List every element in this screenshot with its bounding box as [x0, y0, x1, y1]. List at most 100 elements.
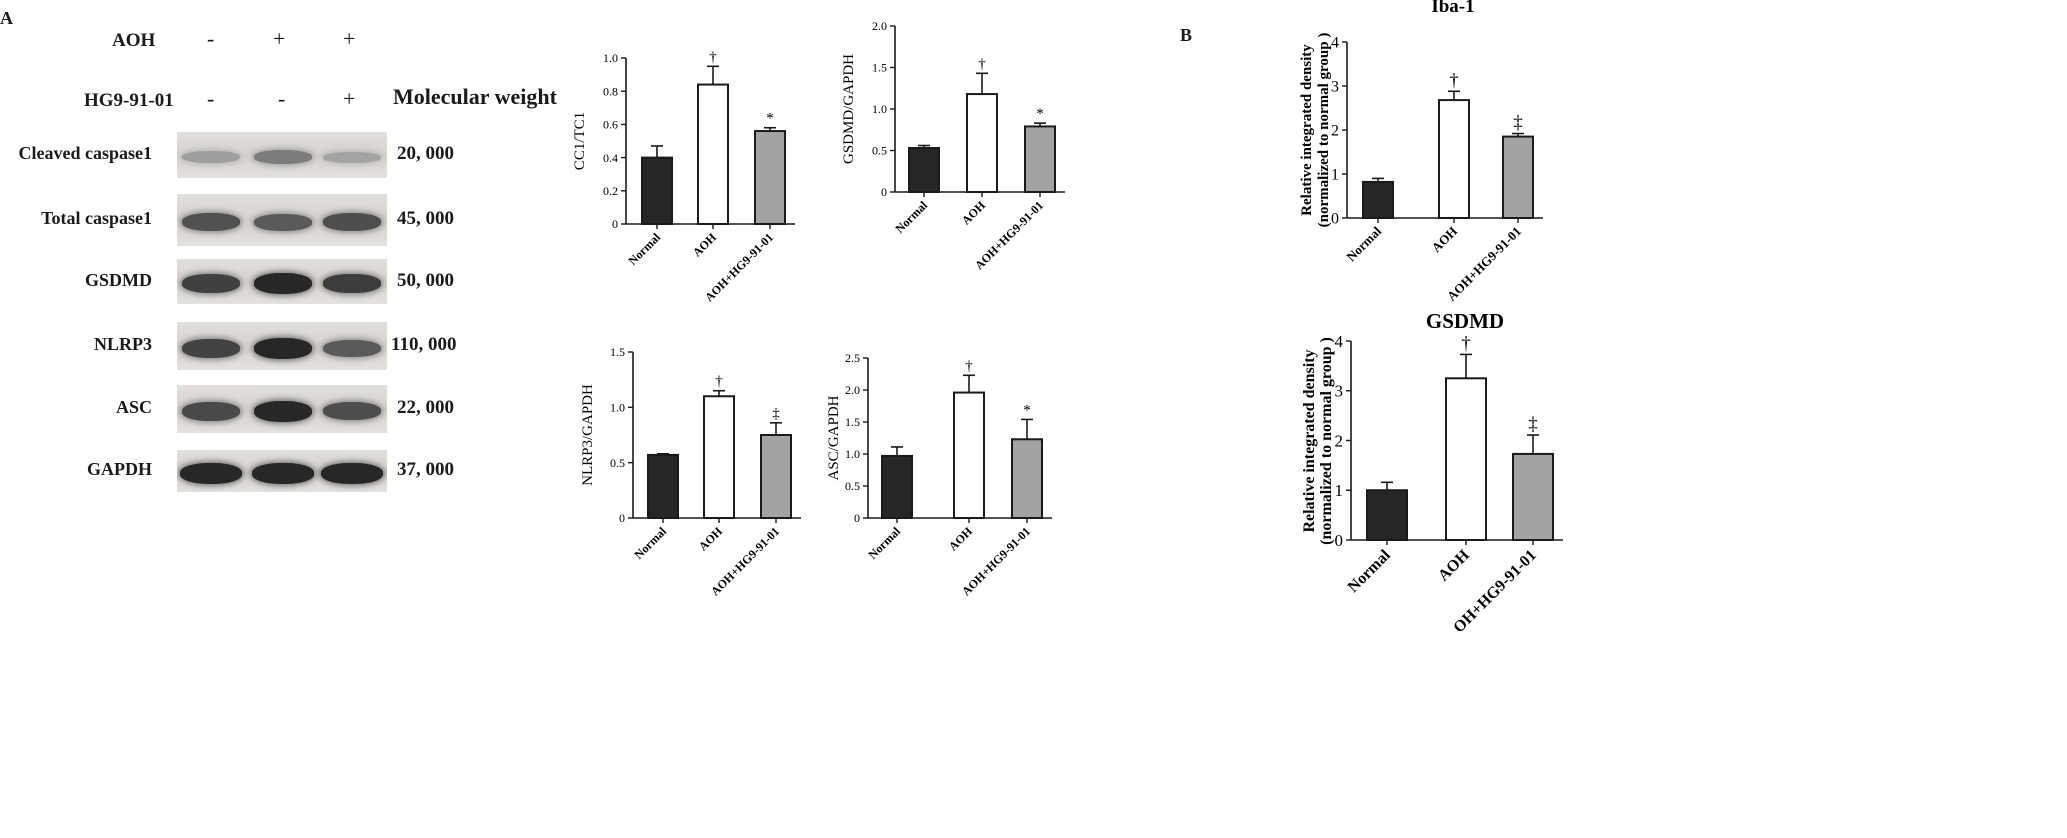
molecular-weight-value: 37, 000	[397, 459, 454, 480]
bar	[641, 156, 673, 226]
blot-label: GAPDH	[87, 459, 152, 479]
panel-label-a: A	[0, 8, 13, 28]
y-axis-label: CC1/TC1	[572, 112, 588, 170]
blot-band	[182, 274, 240, 293]
blot-band	[323, 274, 381, 293]
bar	[966, 93, 998, 193]
blot-band	[254, 150, 312, 164]
x-category-label: Normal	[1345, 546, 1394, 595]
significance-mark: *	[766, 111, 774, 127]
blot-band	[323, 340, 381, 357]
molecular-weight-value: 22, 000	[397, 397, 454, 418]
y-tick-label: 1.0	[603, 51, 618, 65]
y-tick-label: 0	[881, 185, 887, 199]
y-tick-label: 0.8	[603, 84, 618, 98]
x-category-label: Normal	[631, 524, 669, 562]
blot-band	[182, 339, 240, 358]
y-axis-label: Relative integrated density	[1299, 44, 1315, 216]
molecular-weight-value: 110, 000	[391, 334, 457, 355]
x-category-label: AOH	[946, 524, 976, 554]
blot-band	[254, 401, 312, 422]
condition-sign: +	[343, 86, 356, 111]
bar	[1011, 438, 1043, 519]
significance-mark: †	[978, 56, 986, 72]
condition-label-hg: HG9-91-01	[84, 90, 174, 111]
chart-title: GSDMD	[1426, 309, 1504, 333]
y-tick-label: 0.2	[603, 184, 618, 198]
molecular-weight-header: Molecular weight	[393, 84, 557, 109]
condition-sign: -	[278, 86, 286, 111]
y-tick-label: 0.5	[845, 479, 860, 493]
condition-sign: +	[273, 26, 286, 51]
bar	[1445, 377, 1487, 541]
molecular-weight-value: 50, 000	[397, 269, 454, 291]
molecular-weight-value: 45, 000	[397, 208, 454, 229]
significance-mark: †	[1449, 70, 1459, 91]
x-category-label: AOH	[696, 524, 726, 554]
y-tick-label: 3	[1331, 79, 1339, 96]
blot-label: Cleaved caspase1	[18, 143, 153, 163]
blot-label: ASC	[115, 397, 152, 417]
y-axis-label: Relative integrated density	[1301, 349, 1318, 532]
y-tick-label: 2.0	[872, 19, 887, 33]
x-category-label: AOH	[690, 230, 720, 260]
blot-band	[182, 402, 240, 421]
bar	[647, 453, 679, 520]
y-tick-label: 4	[1335, 332, 1344, 351]
y-axis-label: (normalized to normal group )	[1316, 33, 1332, 228]
blot-band	[254, 273, 312, 294]
y-tick-label: 0.6	[603, 118, 618, 132]
x-category-label: Normal	[865, 524, 903, 562]
significance-mark: †	[709, 49, 717, 65]
significance-mark: *	[1036, 106, 1044, 122]
y-tick-label: 0	[1335, 531, 1344, 550]
y-tick-label: 2.5	[845, 351, 860, 365]
bar	[1502, 135, 1534, 220]
blot-band	[323, 213, 381, 231]
y-tick-label: 4	[1331, 35, 1339, 52]
x-category-label: Normal	[892, 198, 930, 236]
y-tick-label: 0.5	[610, 456, 625, 470]
bar	[953, 391, 985, 519]
y-tick-label: 1.5	[845, 415, 860, 429]
blot-band	[180, 463, 242, 484]
blot-band	[254, 214, 312, 231]
y-tick-label: 1.5	[610, 345, 625, 359]
y-tick-label: 0	[1331, 211, 1339, 228]
y-axis-label: (normalized to normal group )	[1318, 337, 1335, 545]
significance-mark: †	[1461, 333, 1471, 354]
condition-label-aoh: AOH	[112, 30, 156, 51]
y-tick-label: 0	[619, 511, 625, 525]
y-tick-label: 0.4	[603, 151, 618, 165]
y-tick-label: 1.0	[845, 447, 860, 461]
blot-strip	[177, 450, 387, 492]
significance-mark: ‡	[772, 406, 780, 422]
y-tick-label: 1.5	[872, 61, 887, 75]
blot-band	[321, 463, 383, 484]
blot-label: GSDMD	[85, 269, 152, 290]
bar	[697, 83, 729, 225]
significance-mark: †	[715, 374, 723, 390]
bar	[908, 147, 940, 193]
blot-band	[323, 152, 381, 163]
blot-label: Total caspase1	[41, 208, 152, 228]
y-axis-label: NLRP3/GAPDH	[580, 384, 596, 486]
blot-strip	[177, 194, 387, 246]
condition-sign: -	[207, 86, 215, 111]
bar	[703, 395, 735, 519]
bar	[1438, 99, 1470, 219]
panel-label-b: B	[1180, 25, 1193, 45]
bar	[1362, 180, 1394, 219]
significance-mark: *	[1023, 402, 1031, 418]
x-category-label: Normal	[1343, 223, 1384, 264]
y-tick-label: 1	[1331, 167, 1339, 184]
blot-strip	[177, 259, 387, 304]
y-axis-label: ASC/GAPDH	[826, 395, 842, 480]
chart-title: Iba-1	[1431, 0, 1474, 17]
bar	[754, 130, 786, 225]
blot-band	[323, 402, 381, 420]
y-tick-label: 3	[1335, 382, 1344, 401]
condition-sign: -	[207, 26, 215, 51]
significance-mark: ‡	[1528, 414, 1538, 435]
y-tick-label: 2	[1335, 431, 1344, 450]
